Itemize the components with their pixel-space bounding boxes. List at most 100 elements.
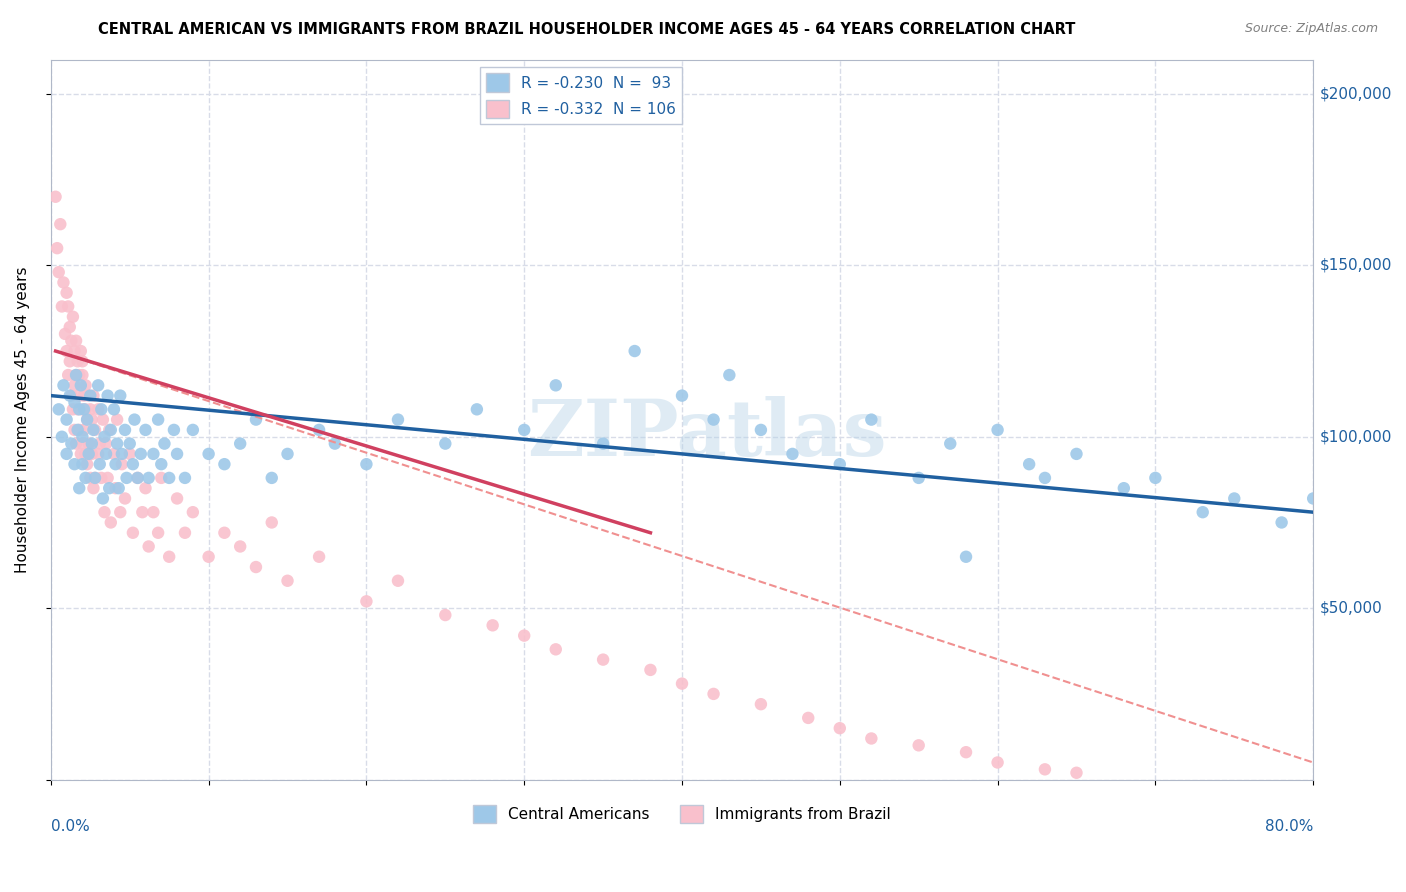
Point [49,217,72,231]
Point [51,430,73,444]
Point [465,402,488,417]
Point [939,436,962,450]
Point [197,447,219,461]
Point [127,471,149,485]
Point [1018,457,1040,471]
Point [55,412,77,426]
Point [66,402,89,417]
Point [118,436,141,450]
Point [67,402,90,417]
Point [82,481,104,495]
Point [72,430,94,444]
Point [97,389,120,403]
Point [987,756,1010,770]
Point [118,447,141,461]
Point [66,423,89,437]
Point [79,389,101,403]
Point [115,471,138,485]
Point [110,505,132,519]
Text: $200,000: $200,000 [1319,87,1392,102]
Point [749,423,772,437]
Point [1066,765,1088,780]
Point [114,423,136,437]
Point [82,423,104,437]
Point [276,574,298,588]
Point [75,471,97,485]
Point [84,423,107,437]
Point [93,505,115,519]
Point [860,412,883,426]
Point [1033,471,1056,485]
Point [91,491,114,506]
Point [93,430,115,444]
Point [65,368,87,382]
Point [45,190,67,204]
Point [63,344,86,359]
Point [142,505,165,519]
Point [91,412,114,426]
Point [387,574,409,588]
Point [181,423,204,437]
Point [62,402,84,417]
Point [100,516,122,530]
Point [53,326,76,341]
Point [181,505,204,519]
Point [828,721,851,735]
Point [592,436,614,450]
Point [907,739,929,753]
Point [72,436,94,450]
Point [100,423,122,437]
Point [797,711,820,725]
Point [907,471,929,485]
Point [55,344,77,359]
Point [163,423,186,437]
Point [703,412,725,426]
Point [55,285,77,300]
Point [124,412,146,426]
Point [63,378,86,392]
Point [60,389,83,403]
Point [72,402,94,417]
Point [76,412,98,426]
Point [860,731,883,746]
Point [150,471,173,485]
Point [1271,516,1294,530]
Point [65,436,87,450]
Point [214,457,236,471]
Point [955,549,977,564]
Point [103,402,125,417]
Point [56,368,79,382]
Point [387,412,409,426]
Point [111,447,134,461]
Point [127,471,149,485]
Point [640,663,662,677]
Point [63,457,86,471]
Point [356,594,378,608]
Point [89,457,111,471]
Point [65,334,87,348]
Point [1223,491,1246,506]
Point [67,389,90,403]
Point [82,389,104,403]
Point [229,436,252,450]
Point [134,423,156,437]
Point [62,310,84,324]
Point [87,402,110,417]
Point [72,457,94,471]
Point [73,423,96,437]
Point [592,652,614,666]
Point [55,447,77,461]
Point [98,481,121,495]
Point [134,481,156,495]
Point [146,412,169,426]
Point [76,412,98,426]
Point [48,402,70,417]
Point [122,457,145,471]
Point [84,471,107,485]
Point [671,389,693,403]
Point [481,618,503,632]
Point [166,447,188,461]
Point [260,471,283,485]
Point [72,368,94,382]
Point [513,423,536,437]
